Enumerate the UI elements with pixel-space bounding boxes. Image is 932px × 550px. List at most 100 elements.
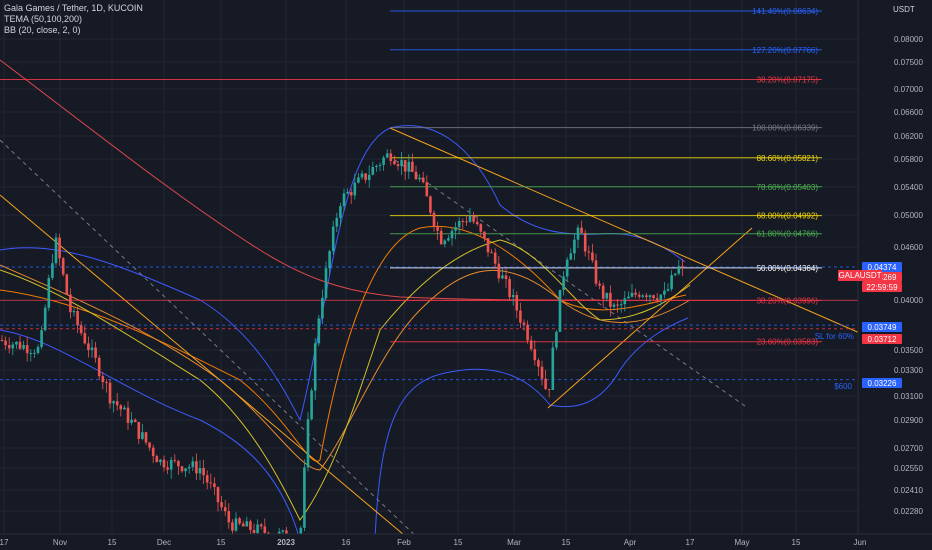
candle-body bbox=[605, 292, 609, 299]
candle-body bbox=[321, 297, 324, 319]
candle-body bbox=[479, 224, 483, 232]
candle-body bbox=[663, 290, 666, 295]
candle-body bbox=[461, 220, 465, 222]
candle-body bbox=[457, 220, 461, 228]
candle-body bbox=[115, 401, 119, 406]
fib-level-label: 23.60%(0.03583) bbox=[757, 338, 819, 347]
candle-body bbox=[630, 292, 634, 297]
y-tick-label: 0.02900 bbox=[894, 416, 923, 425]
candle-body bbox=[429, 196, 432, 213]
candle-body bbox=[385, 153, 389, 158]
candle-body bbox=[108, 382, 112, 404]
y-tick-label: 0.02410 bbox=[894, 486, 923, 495]
x-tick-label: 17 bbox=[0, 538, 9, 547]
candle-body bbox=[637, 294, 641, 297]
candle-body bbox=[371, 167, 375, 175]
candle-body bbox=[522, 322, 526, 325]
candle-body bbox=[238, 518, 241, 524]
tema-200-line bbox=[0, 59, 601, 301]
candle-body bbox=[468, 215, 472, 222]
candle-body bbox=[241, 523, 245, 527]
price-tag bbox=[862, 334, 902, 344]
candle-body bbox=[623, 298, 627, 305]
tema-100-line bbox=[0, 264, 691, 471]
dashed-trend-line bbox=[0, 139, 421, 541]
candle-body bbox=[133, 419, 137, 423]
candle-body bbox=[177, 460, 180, 467]
candle-body bbox=[119, 405, 123, 410]
candle-body bbox=[130, 419, 133, 423]
candle-body bbox=[58, 237, 61, 259]
candle-body bbox=[648, 295, 652, 298]
price-tag-label: 0.03749 bbox=[868, 323, 897, 332]
x-tick-label: Dec bbox=[157, 538, 171, 547]
candle-body bbox=[475, 221, 479, 225]
fib-level-label: 50.00%(0.04364) bbox=[757, 264, 819, 273]
candle-body bbox=[612, 304, 616, 307]
candle-body bbox=[101, 376, 105, 383]
y-tick-label: 0.06600 bbox=[894, 108, 923, 117]
candle-body bbox=[504, 275, 508, 280]
candle-body bbox=[97, 357, 101, 377]
candle-body bbox=[555, 331, 558, 348]
candle-body bbox=[418, 177, 421, 180]
candle-body bbox=[69, 294, 72, 313]
tema-indicator-label[interactable]: TEMA (50,100,200) bbox=[4, 14, 83, 24]
candle-body bbox=[616, 304, 619, 306]
candle-body bbox=[281, 530, 285, 532]
candle-body bbox=[7, 345, 11, 349]
candle-body bbox=[15, 341, 18, 345]
candle-body bbox=[677, 266, 681, 274]
x-tick-label: Jun bbox=[854, 538, 867, 547]
candle-body bbox=[216, 487, 220, 503]
candle-body bbox=[641, 295, 645, 297]
candle-body bbox=[252, 530, 256, 533]
candle-body bbox=[450, 230, 454, 239]
candle-body bbox=[36, 347, 40, 353]
candle-body bbox=[141, 432, 144, 439]
candle-body bbox=[551, 347, 555, 390]
candle-body bbox=[112, 401, 115, 404]
y-tick-label: 0.06200 bbox=[894, 132, 923, 141]
candle-body bbox=[346, 191, 349, 194]
candle-body bbox=[483, 231, 486, 239]
candle-body bbox=[411, 161, 414, 172]
candle-body bbox=[544, 378, 547, 390]
candle-body bbox=[51, 263, 54, 278]
candle-body bbox=[454, 227, 457, 231]
candle-body bbox=[493, 252, 497, 264]
x-tick-label: Nov bbox=[53, 538, 67, 547]
fib-level-label: 61.80%(0.04766) bbox=[757, 230, 819, 239]
candle-body bbox=[76, 311, 79, 326]
bb-indicator-label[interactable]: BB (20, close, 2, 0) bbox=[4, 25, 81, 35]
candle-body bbox=[587, 251, 591, 253]
y-tick-label: 0.03500 bbox=[894, 346, 923, 355]
symbol-title[interactable]: Gala Games / Tether, 1D, KUCOIN bbox=[4, 3, 143, 13]
candle-body bbox=[331, 226, 335, 252]
candle-body bbox=[634, 292, 637, 295]
candle-body bbox=[184, 468, 187, 472]
candle-body bbox=[533, 349, 537, 361]
candle-body bbox=[382, 157, 385, 165]
candle-body bbox=[407, 161, 411, 172]
candle-body bbox=[198, 468, 202, 474]
candle-body bbox=[339, 206, 342, 218]
candle-body bbox=[213, 483, 216, 488]
candle-body bbox=[591, 252, 594, 261]
candle-body bbox=[396, 164, 400, 167]
fib-level-label: 127.20%(0.07766) bbox=[752, 46, 818, 55]
candle-body bbox=[508, 279, 511, 298]
candle-body bbox=[90, 347, 94, 351]
x-tick-label: Feb bbox=[397, 538, 411, 547]
y-tick-label: 0.02550 bbox=[894, 464, 923, 473]
candle-body bbox=[180, 466, 184, 472]
candle-body bbox=[673, 273, 677, 276]
candle-body bbox=[209, 482, 213, 484]
candle-body bbox=[25, 345, 29, 354]
candle-body bbox=[655, 298, 659, 301]
price-tag bbox=[862, 322, 902, 332]
candle-body bbox=[562, 276, 565, 290]
long-trend-line bbox=[0, 194, 411, 541]
candle-body bbox=[29, 353, 33, 355]
